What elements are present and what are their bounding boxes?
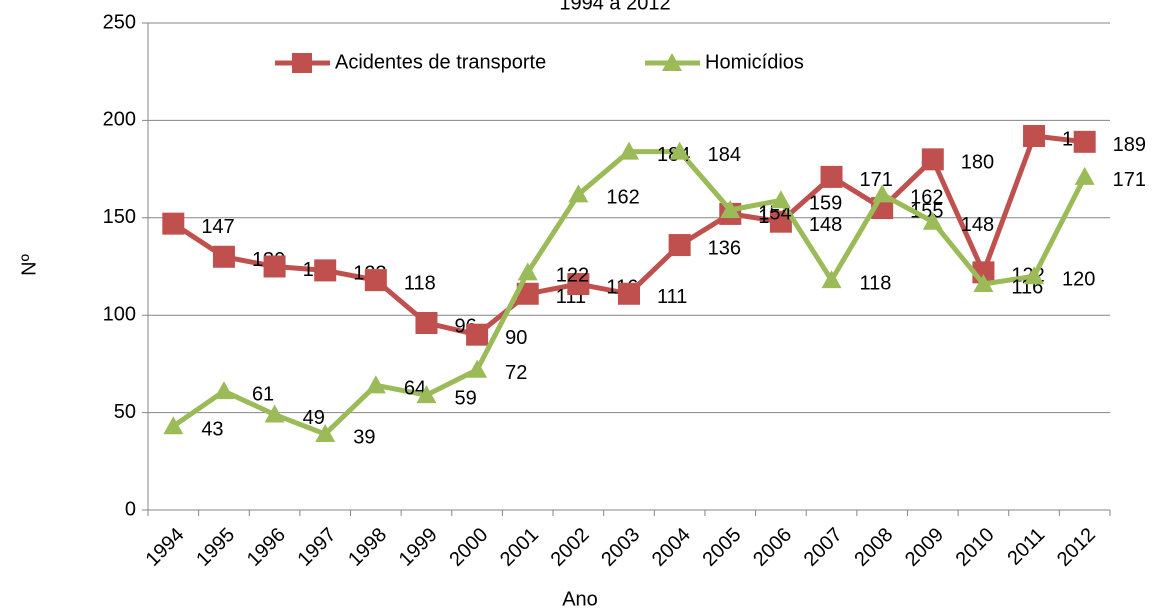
data-label: 148	[809, 214, 842, 236]
data-label: 148	[961, 214, 994, 236]
y-tick-label: 200	[103, 109, 136, 131]
data-label: 171	[860, 169, 893, 191]
x-tick-label: 2004	[648, 524, 695, 571]
legend-marker	[662, 53, 682, 71]
marker	[921, 148, 944, 171]
marker	[618, 282, 640, 305]
data-label: 61	[252, 383, 274, 405]
marker	[467, 359, 488, 378]
legend-marker	[292, 53, 312, 73]
chart-title: 1994 a 2012	[559, 0, 670, 14]
series-line	[171, 133, 1085, 338]
marker	[212, 245, 235, 268]
y-tick-label: 50	[114, 401, 136, 423]
legend-label: Homicídios	[705, 51, 804, 73]
x-tick-label: 1999	[395, 524, 442, 571]
data-label: 184	[708, 144, 741, 166]
marker	[1074, 166, 1095, 185]
data-label: 64	[404, 378, 426, 400]
marker	[669, 141, 690, 160]
data-label: 171	[1113, 169, 1146, 191]
data-label: 90	[505, 327, 527, 349]
data-label: 118	[860, 272, 892, 294]
data-label: 120	[1062, 269, 1095, 291]
marker	[416, 385, 437, 404]
y-axis-label: Nº	[18, 253, 40, 275]
marker	[466, 323, 489, 346]
y-tick-label: 250	[103, 11, 136, 33]
x-tick-label: 2000	[445, 524, 492, 571]
x-tick-label: 2008	[850, 524, 897, 571]
marker	[1024, 266, 1045, 285]
x-tick-label: 2012	[1053, 524, 1100, 571]
y-tick-label: 100	[103, 303, 136, 325]
data-label: 180	[961, 152, 994, 174]
marker	[263, 255, 286, 278]
marker	[619, 141, 639, 160]
marker	[769, 210, 792, 233]
data-label: 39	[353, 426, 375, 448]
x-tick-label: 2007	[800, 524, 847, 571]
marker	[264, 404, 285, 423]
x-tick-label: 1995	[192, 524, 239, 571]
x-tick-label: 2005	[699, 524, 746, 571]
marker	[720, 200, 741, 219]
data-label: 189	[1113, 134, 1146, 156]
x-tick-label: 2009	[901, 524, 948, 571]
marker	[1023, 124, 1046, 147]
data-label: 162	[606, 187, 639, 209]
x-tick-label: 2003	[597, 524, 644, 571]
marker	[1073, 130, 1096, 153]
marker	[770, 190, 791, 209]
marker	[517, 262, 538, 281]
data-label: 72	[505, 362, 527, 384]
x-tick-label: 2006	[749, 524, 796, 571]
y-tick-label: 0	[125, 498, 136, 520]
marker	[213, 381, 234, 400]
data-label: 111	[657, 286, 687, 308]
marker	[364, 269, 387, 292]
data-label: 122	[556, 265, 589, 287]
x-tick-label: 2001	[496, 524, 543, 571]
data-label: 118	[404, 272, 436, 294]
marker	[314, 259, 337, 282]
data-label: 59	[454, 387, 476, 409]
marker	[162, 212, 185, 235]
x-tick-label: 2002	[547, 524, 594, 571]
marker	[365, 375, 386, 394]
x-tick-label: 2010	[952, 524, 999, 571]
marker	[821, 270, 842, 289]
data-label: 49	[303, 407, 325, 429]
marker	[820, 165, 843, 188]
y-tick-label: 150	[103, 206, 136, 228]
x-tick-label: 2011	[1003, 524, 1049, 570]
x-axis-label: Ano	[562, 588, 598, 610]
x-tick-label: 1994	[142, 524, 189, 571]
x-tick-label: 1998	[344, 524, 391, 571]
marker	[668, 234, 691, 257]
data-label: 162	[910, 187, 943, 209]
x-tick-label: 1996	[243, 524, 290, 571]
marker	[973, 274, 994, 293]
data-label: 136	[708, 237, 741, 259]
marker	[568, 184, 589, 203]
x-tick-label: 1997	[293, 524, 340, 571]
legend-label: Acidentes de transporte	[335, 51, 546, 73]
marker	[872, 184, 893, 203]
marker	[315, 424, 336, 443]
data-label: 147	[201, 216, 234, 238]
data-label: 159	[809, 193, 842, 215]
marker	[163, 416, 184, 435]
data-label: 43	[201, 419, 223, 441]
marker	[415, 311, 438, 334]
marker	[922, 211, 943, 230]
marker	[567, 273, 590, 296]
